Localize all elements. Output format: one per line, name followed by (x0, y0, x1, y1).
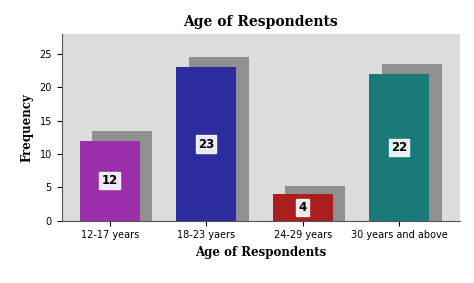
Text: 4: 4 (299, 201, 307, 214)
Title: Age of Respondents: Age of Respondents (183, 15, 338, 29)
Bar (92, 131, 152, 221)
Text: 22: 22 (391, 141, 407, 154)
Y-axis label: Frequency: Frequency (21, 93, 34, 162)
Text: 23: 23 (198, 138, 214, 151)
X-axis label: Age of Respondents: Age of Respondents (195, 246, 326, 259)
Bar (382, 64, 442, 221)
Text: 12: 12 (101, 174, 118, 187)
Bar (80, 141, 139, 221)
Bar (369, 74, 429, 221)
Bar (273, 194, 333, 221)
Bar (176, 67, 236, 221)
Bar (189, 57, 249, 221)
Bar (285, 186, 345, 221)
